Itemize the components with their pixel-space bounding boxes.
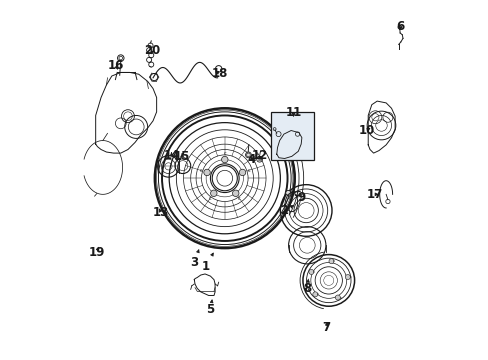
- Text: c: c: [332, 259, 335, 263]
- Text: c: c: [349, 275, 351, 279]
- Circle shape: [239, 169, 245, 176]
- Text: 12: 12: [251, 149, 267, 162]
- Circle shape: [245, 152, 251, 158]
- Text: 7: 7: [322, 321, 330, 334]
- Circle shape: [308, 269, 313, 274]
- Text: 10: 10: [358, 124, 374, 137]
- Text: 4: 4: [247, 153, 256, 166]
- Circle shape: [312, 292, 317, 297]
- Circle shape: [345, 275, 349, 280]
- Text: 11: 11: [285, 106, 301, 119]
- Text: 14: 14: [163, 149, 180, 162]
- Text: 16: 16: [108, 59, 124, 72]
- Text: 17: 17: [366, 188, 382, 201]
- Circle shape: [328, 259, 333, 264]
- Circle shape: [285, 190, 290, 195]
- Text: c: c: [238, 196, 241, 201]
- Text: 8: 8: [303, 279, 311, 295]
- Text: 3: 3: [190, 250, 199, 269]
- Text: c: c: [247, 168, 249, 173]
- Text: 20: 20: [144, 44, 160, 57]
- Text: 9: 9: [294, 191, 305, 204]
- Text: c: c: [223, 150, 225, 156]
- Text: c: c: [339, 296, 341, 300]
- Circle shape: [232, 190, 239, 197]
- Text: c: c: [199, 168, 202, 173]
- Text: 15: 15: [174, 150, 190, 163]
- Text: 6: 6: [396, 20, 404, 33]
- Circle shape: [335, 295, 340, 300]
- Circle shape: [221, 156, 227, 163]
- Text: 19: 19: [88, 246, 105, 259]
- Bar: [271, 112, 314, 160]
- Circle shape: [203, 169, 210, 176]
- Text: 2: 2: [280, 204, 293, 217]
- Text: c: c: [316, 292, 319, 296]
- Text: 1: 1: [201, 253, 213, 273]
- Text: c: c: [312, 270, 315, 274]
- Text: 13: 13: [153, 207, 169, 220]
- Text: 18: 18: [211, 67, 228, 80]
- Circle shape: [210, 190, 217, 197]
- Text: 5: 5: [206, 300, 214, 316]
- Text: c: c: [208, 196, 211, 201]
